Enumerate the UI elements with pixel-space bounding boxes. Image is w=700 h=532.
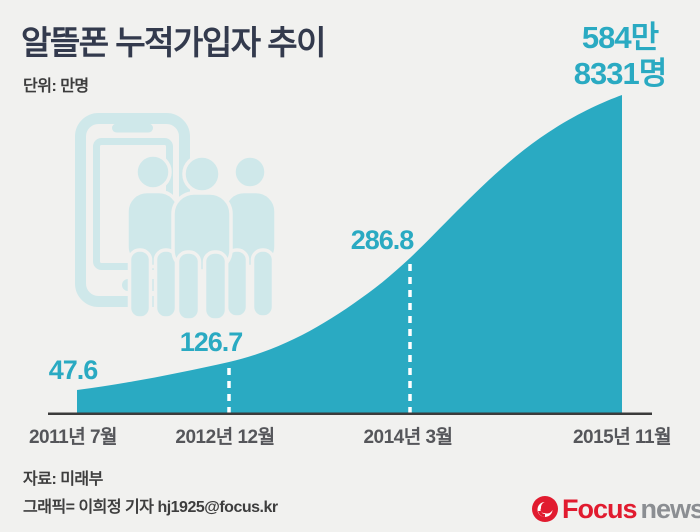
final-value-line1: 584만: [581, 20, 659, 55]
final-value-label: 584만 8331명: [545, 20, 695, 92]
focus-news-logo: Focus news: [531, 495, 700, 523]
focus-swirl-icon: [532, 496, 558, 522]
x-axis-label-2015: 2015년 11월: [572, 427, 672, 448]
x-axis-label-2012: 2012년 12월: [175, 427, 275, 448]
graphic-credit-text: 그래픽= 이희정 기자 hj1925@focus.kr: [23, 499, 278, 516]
unit-label: 단위: 만명: [23, 78, 89, 95]
area-series: [77, 95, 622, 413]
value-label-2011: 47.6: [48, 355, 99, 385]
logo-text-secondary: news: [640, 493, 700, 524]
x-axis-label-2014: 2014년 3월: [363, 427, 453, 448]
people-icon: [125, 153, 278, 322]
page-title: 알뜰폰 누적가입자 추이: [21, 24, 326, 61]
logo-text-primary: Focus: [562, 493, 638, 524]
x-axis-line: [48, 412, 652, 415]
source-text: 자료: 미래부: [23, 471, 103, 488]
value-label-2012: 126.7: [179, 327, 244, 357]
x-axis-label-2011: 2011년 7월: [28, 427, 118, 448]
final-value-line2: 8331명: [573, 56, 667, 91]
value-label-2014: 286.8: [350, 225, 415, 255]
